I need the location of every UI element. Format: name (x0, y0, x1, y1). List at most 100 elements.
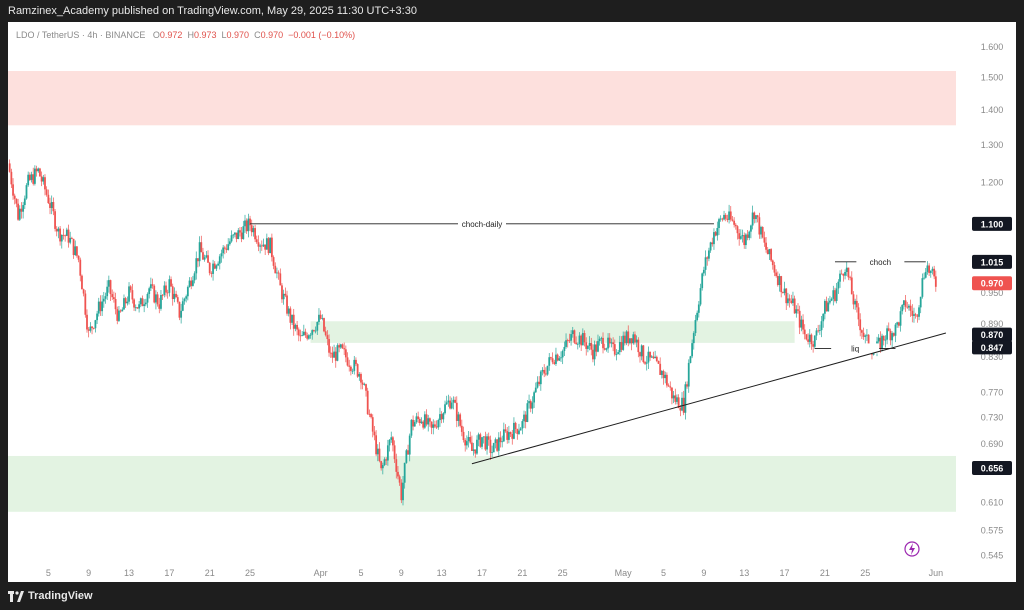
candle-body (519, 428, 522, 431)
candle-body (563, 346, 566, 351)
candle-body (74, 246, 77, 256)
candle-body (244, 220, 246, 227)
candle-body (336, 345, 339, 361)
candle-body (896, 322, 899, 325)
candle-body (580, 335, 583, 346)
candle-body (230, 235, 233, 242)
ohlc-legend: LDO / TetherUS · 4h · BINANCE O0.972 H0.… (16, 30, 355, 40)
candle-body (376, 448, 379, 455)
candle-body (736, 226, 739, 234)
candle-body (198, 242, 201, 262)
candle-body (49, 203, 51, 209)
candle-body (529, 401, 532, 409)
candle-body (328, 339, 330, 353)
x-tick-label: May (615, 568, 633, 578)
candle-body (89, 326, 92, 331)
annotation-bg-choch-daily (458, 218, 506, 229)
candle-body (763, 237, 766, 243)
candle-body (825, 300, 828, 312)
candle-body (70, 237, 73, 239)
candle-body (123, 298, 125, 310)
open-value: 0.972 (159, 30, 183, 40)
candle-body (561, 350, 564, 358)
candle-body (178, 301, 181, 318)
candle-body (447, 400, 450, 403)
candle-body (642, 345, 645, 363)
candle-body (882, 335, 885, 341)
candle-body (260, 245, 263, 247)
candle-body (69, 237, 72, 243)
candle-body (741, 235, 744, 237)
candle-body (121, 309, 124, 312)
candle-body (679, 408, 682, 411)
candle-body (316, 321, 319, 331)
candle-body (887, 328, 890, 331)
candle-body (753, 212, 756, 220)
candle-body (326, 335, 329, 340)
candle-body (576, 343, 579, 345)
candle-body (65, 229, 68, 236)
price-chart[interactable]: choch-daily choch liq 1.600 1.500 1.400 1.300 1… (8, 22, 1016, 582)
candle-body (240, 232, 243, 240)
y-tick-label: 0.610 (981, 497, 1004, 507)
candle-body (521, 421, 524, 429)
candle-body (181, 301, 184, 311)
candle-body (358, 374, 361, 377)
candle-body (86, 314, 88, 330)
candle-body (118, 310, 120, 321)
candle-body (645, 362, 648, 364)
candle-body (397, 471, 399, 477)
candle-body (743, 235, 746, 246)
candle-body (408, 435, 411, 455)
candle-body (845, 267, 848, 272)
candle-body (32, 174, 35, 184)
candle-body (613, 344, 616, 355)
candle-body (12, 184, 14, 196)
candle-body (913, 314, 915, 316)
publish-header: Ramzinex_Academy published on TradingVie… (0, 0, 1024, 22)
symbol-label: LDO / TetherUS · 4h · BINANCE (16, 30, 146, 40)
candle-body (462, 431, 465, 441)
x-tick-label: 17 (164, 568, 174, 578)
candle-body (296, 324, 299, 330)
candle-body (802, 319, 804, 330)
candle-body (469, 437, 472, 443)
candle-body (267, 238, 270, 254)
lightning-icon-bolt (909, 543, 915, 555)
candle-body (410, 419, 413, 436)
candle-body (309, 334, 312, 336)
candle-body (383, 459, 386, 466)
candle-body (173, 293, 176, 300)
candle-body (630, 338, 633, 344)
x-tick-label: 25 (860, 568, 870, 578)
chart-frame: choch-daily choch liq 1.600 1.500 1.400 1.300 1… (8, 22, 1016, 582)
x-tick-label: 5 (661, 568, 666, 578)
candle-body (555, 354, 557, 364)
y-tick-label: 1.200 (981, 178, 1004, 188)
candle-body (793, 298, 796, 314)
candle-body (417, 416, 420, 419)
candle-body (702, 269, 705, 274)
candle-body (788, 298, 791, 301)
candle-body (323, 318, 325, 332)
candle-body (857, 307, 860, 320)
candle-body (454, 399, 457, 403)
candle-body (847, 267, 850, 278)
candle-body (504, 429, 507, 432)
candle-body (487, 436, 490, 440)
candle-body (245, 220, 248, 232)
candle-body (792, 298, 794, 304)
candle-body (623, 335, 626, 344)
close-value: 0.970 (260, 30, 284, 40)
candle-body (602, 337, 604, 349)
candle-body (640, 345, 643, 357)
x-tick-label: 9 (701, 568, 706, 578)
candle-body (151, 284, 154, 286)
candle-body (605, 348, 608, 350)
candle-body (361, 382, 364, 385)
candle-body (380, 461, 383, 469)
candle-body (22, 205, 25, 212)
candle-body (203, 257, 206, 260)
price-label-bg (972, 276, 1012, 291)
x-tick-label: 21 (205, 568, 215, 578)
